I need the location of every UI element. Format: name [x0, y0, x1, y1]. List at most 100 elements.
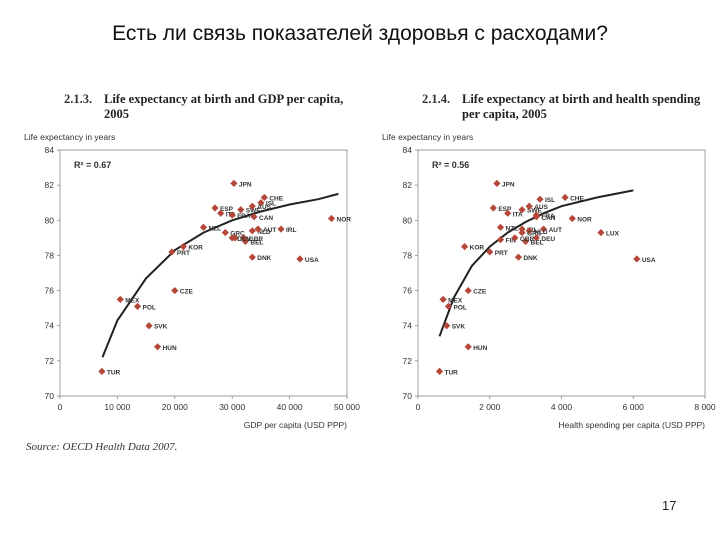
data-point — [237, 206, 245, 214]
point-label: NLD — [257, 229, 271, 236]
point-label: GBR — [520, 236, 535, 243]
figure-title: Life expectancy at birth and GDP per cap… — [104, 92, 344, 121]
y-tick-label: 78 — [45, 250, 55, 260]
data-point — [296, 255, 304, 263]
point-label: AUT — [263, 227, 276, 234]
point-label: IRL — [286, 227, 297, 234]
data-point — [145, 322, 153, 330]
scatter-chart-health-spending: Life expectancy in years 70 72 74 76 78 80 82 84… — [382, 132, 716, 430]
data-point — [327, 214, 336, 223]
y-tick-label: 80 — [403, 215, 413, 225]
point-label: USA — [642, 257, 656, 264]
point-label: CAN — [541, 215, 555, 222]
point-label: CHE — [269, 195, 283, 202]
data-point — [568, 214, 576, 223]
x-tick-label: 4 000 — [551, 402, 573, 412]
data-point — [439, 295, 447, 303]
data-point — [514, 253, 523, 261]
point-label: SVK — [154, 324, 168, 331]
slide-title: Есть ли связь показателей здоровья с рас… — [112, 22, 608, 45]
x-tick-label: 30 000 — [219, 402, 245, 412]
point-label: CAN — [259, 215, 273, 222]
data-point — [250, 213, 258, 221]
y-tick-label: 78 — [403, 250, 413, 260]
x-axis-label: GDP per capita (USD PPP) — [244, 420, 347, 430]
y-tick-label: 74 — [403, 321, 413, 331]
point-label: AUT — [549, 227, 562, 234]
x-tick-label: 40 000 — [277, 402, 303, 412]
point-label: GBR — [249, 236, 264, 243]
y-tick-label: 76 — [45, 286, 55, 296]
point-label: POL — [142, 304, 155, 311]
trend-curve — [438, 189, 634, 337]
source-note: Source: OECD Health Data 2007. — [26, 441, 178, 453]
x-tick-label: 8 000 — [694, 402, 716, 412]
point-label: FIN — [506, 238, 517, 245]
point-label: ISL — [545, 197, 555, 204]
point-label: CHE — [570, 195, 584, 202]
point-label: HUN — [163, 345, 177, 352]
data-point — [221, 228, 229, 237]
point-label: ISL — [266, 201, 276, 208]
y-axis-label: Life expectancy in years — [382, 132, 473, 142]
point-label: NOR — [337, 217, 352, 224]
point-label: MEX — [125, 297, 140, 304]
data-point — [504, 209, 512, 217]
point-label: SWE — [246, 208, 261, 215]
data-point — [228, 211, 236, 219]
data-point — [536, 195, 544, 203]
x-tick-label: 0 — [416, 402, 421, 412]
plot-frame — [417, 149, 706, 397]
data-point — [153, 343, 162, 351]
point-label: FRA — [237, 213, 251, 220]
page-number: 17 — [662, 498, 677, 513]
data-point — [493, 179, 501, 187]
data-point — [228, 234, 236, 242]
point-label: CZE — [180, 289, 194, 296]
data-point — [230, 179, 238, 187]
data-point — [260, 193, 268, 202]
data-point — [277, 225, 285, 233]
data-point — [168, 248, 176, 256]
scatter-chart-gdp: Life expectancy in years 70 72 74 76 78 80 82 84… — [24, 132, 360, 430]
x-axis-label: Health spending per capita (USD PPP) — [559, 420, 706, 430]
point-label: TUR — [445, 369, 459, 376]
plot-frame — [59, 149, 348, 397]
data-point — [217, 209, 225, 217]
y-tick-label: 84 — [403, 145, 413, 155]
point-label: KOR — [188, 245, 203, 252]
point-label: HUN — [473, 345, 487, 352]
point-label: CZE — [473, 289, 487, 296]
data-point — [496, 223, 505, 231]
point-label: NZL — [209, 225, 222, 232]
point-label: JPN — [239, 181, 252, 188]
point-label: PRT — [177, 250, 190, 257]
figure-gdp: 2.1.3. Life expectancy at birth and GDP … — [20, 92, 360, 452]
point-label: GRC — [527, 231, 542, 238]
y-tick-label: 76 — [403, 286, 413, 296]
point-label: TUR — [107, 369, 121, 376]
point-label: ESP — [220, 206, 234, 213]
x-tick-label: 0 — [58, 402, 63, 412]
point-label: NZL — [506, 225, 519, 232]
x-tick-label: 6 000 — [623, 402, 645, 412]
point-label: DNK — [257, 255, 271, 262]
point-label: LUX — [606, 231, 620, 238]
data-point — [171, 286, 179, 295]
point-label: SVK — [452, 324, 466, 331]
data-point — [199, 223, 208, 231]
x-tick-label: 2 000 — [479, 402, 501, 412]
point-label: DNK — [523, 255, 537, 262]
y-tick-label: 72 — [403, 356, 413, 366]
y-tick-label: 74 — [45, 321, 55, 331]
point-label: BEL — [531, 239, 544, 246]
data-point — [464, 343, 472, 351]
data-point — [248, 227, 256, 235]
point-label: AUS — [257, 204, 271, 211]
point-label: AUS — [534, 204, 548, 211]
y-tick-label: 72 — [45, 356, 55, 366]
data-point — [461, 243, 469, 251]
point-label: USA — [305, 257, 319, 264]
data-point — [597, 228, 605, 237]
y-tick-label: 82 — [403, 180, 413, 190]
